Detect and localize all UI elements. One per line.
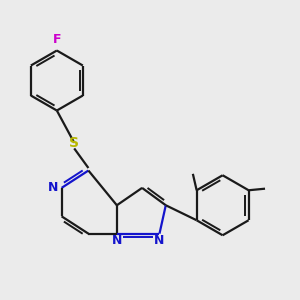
Text: N: N [47, 182, 58, 194]
Text: F: F [52, 33, 61, 46]
Text: S: S [69, 136, 79, 150]
Text: N: N [112, 234, 122, 247]
Text: N: N [154, 234, 165, 247]
